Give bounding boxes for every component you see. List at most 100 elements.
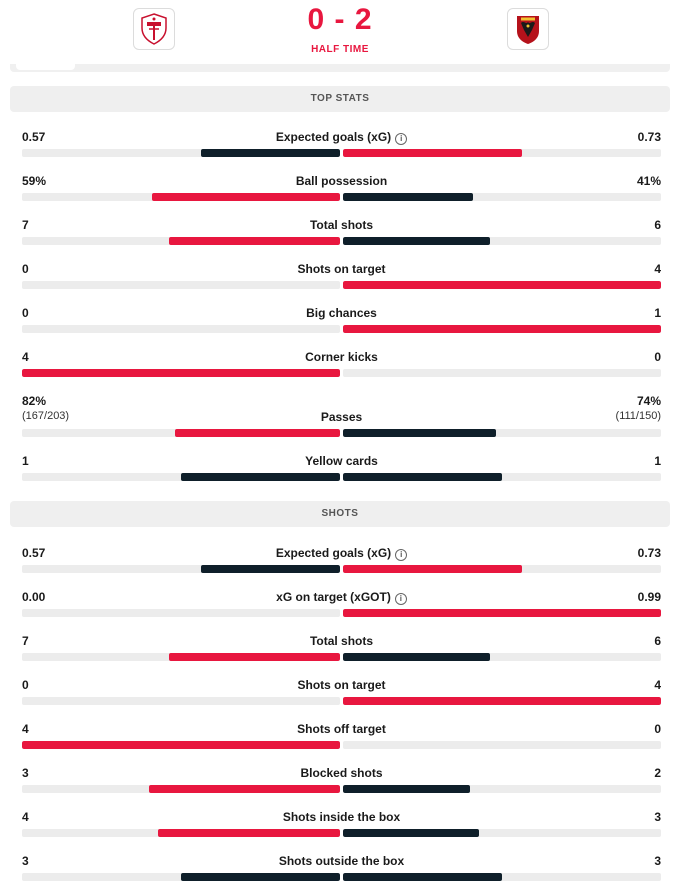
away-bar-fill xyxy=(343,565,522,573)
stat-home-value: 4 xyxy=(22,722,29,736)
stat-label: Shots on target xyxy=(22,262,661,276)
zamalek-crest-icon xyxy=(141,13,167,45)
away-bar-fill xyxy=(343,653,490,661)
section-header-shots: SHOTS xyxy=(10,501,670,527)
stat-home-value: 0.00 xyxy=(22,590,46,604)
stat-label: xG on target (xGOT) i xyxy=(22,590,661,605)
info-icon[interactable]: i xyxy=(395,133,408,145)
away-bar-fill xyxy=(343,237,490,245)
away-bar-track xyxy=(343,429,661,437)
info-icon[interactable]: i xyxy=(394,593,407,605)
stat-home-detail: (167/203) xyxy=(22,410,70,422)
home-bar-track xyxy=(22,149,340,157)
stat-label: Corner kicks xyxy=(22,350,661,364)
home-bar-fill xyxy=(22,741,340,749)
stat-home-value: 0 xyxy=(22,306,29,320)
stat-label-text: Shots inside the box xyxy=(282,810,401,824)
away-bar-fill xyxy=(343,325,661,333)
away-bar-track xyxy=(343,697,661,705)
away-bar-track xyxy=(343,193,661,201)
home-bar-fill xyxy=(174,429,340,437)
stat-home-value: 4 xyxy=(22,350,29,364)
away-bar-track xyxy=(343,785,661,793)
stat-home-value: 3 xyxy=(22,854,29,868)
stat-label: Blocked shots xyxy=(22,766,661,780)
stat-label: Yellow cards xyxy=(22,454,661,468)
away-bar-fill xyxy=(343,193,474,201)
stat-row: 0.57 Expected goals (xG) i 0.73 xyxy=(22,130,661,174)
stat-row: 7 Total shots 6 xyxy=(22,634,661,678)
home-bar-track xyxy=(22,697,340,705)
stat-row: 0 Shots on target 4 xyxy=(22,678,661,722)
stat-away-value: 4 xyxy=(654,262,661,276)
stat-away-value: 6 xyxy=(654,218,661,232)
home-bar-track xyxy=(22,741,340,749)
stat-label-text: Blocked shots xyxy=(300,766,383,780)
stat-row: 0 Big chances 1 xyxy=(22,306,661,350)
away-bar-track xyxy=(343,237,661,245)
stat-label: Expected goals (xG) i xyxy=(22,546,661,561)
stat-label-text: Expected goals (xG) xyxy=(275,546,392,560)
stat-home-value: 7 xyxy=(22,218,29,232)
away-bar-fill xyxy=(343,473,502,481)
home-bar-track xyxy=(22,281,340,289)
stat-away-value: 0 xyxy=(654,350,661,364)
home-bar-track xyxy=(22,369,340,377)
stat-label: Ball possession xyxy=(22,174,661,188)
home-bar-fill xyxy=(181,473,340,481)
stat-row: 1 Yellow cards 1 xyxy=(22,454,661,498)
section-header-top-stats: TOP STATS xyxy=(10,86,670,112)
home-bar-track xyxy=(22,609,340,617)
stat-row: 3 Blocked shots 2 xyxy=(22,766,661,810)
stat-label-text: Shots off target xyxy=(297,722,386,736)
stat-home-value: 4 xyxy=(22,810,29,824)
stat-label-text: Total shots xyxy=(309,218,374,232)
home-team-crest[interactable] xyxy=(133,8,175,50)
stat-away-value: 1 xyxy=(654,454,661,468)
stat-row: 3 Shots outside the box 3 xyxy=(22,854,661,895)
stat-home-value: 59% xyxy=(22,174,47,188)
stat-home-value: 0 xyxy=(22,262,29,276)
home-bar-fill xyxy=(158,829,340,837)
home-bar-fill xyxy=(152,193,340,201)
away-team-crest[interactable] xyxy=(507,8,549,50)
match-header: 0 - 2 HALF TIME xyxy=(0,0,680,64)
home-bar-track xyxy=(22,565,340,573)
stat-away-value: 0.99 xyxy=(637,590,661,604)
info-icon[interactable]: i xyxy=(395,549,408,561)
stat-home-value: 0 xyxy=(22,678,29,692)
stat-away-value: 6 xyxy=(654,634,661,648)
away-bar-track xyxy=(343,473,661,481)
stat-away-value: 3 xyxy=(654,854,661,868)
stat-label-text: Shots on target xyxy=(297,262,386,276)
away-bar-fill xyxy=(343,149,522,157)
stat-away-value: 3 xyxy=(654,810,661,824)
away-bar-fill xyxy=(343,281,661,289)
stat-away-detail: (111/150) xyxy=(615,410,661,422)
away-bar-fill xyxy=(343,829,480,837)
home-bar-fill xyxy=(200,149,340,157)
home-bar-fill xyxy=(181,873,340,881)
stat-home-value: 1 xyxy=(22,454,29,468)
stat-away-value: 2 xyxy=(654,766,661,780)
stat-row: 0.00 xG on target (xGOT) i 0.99 xyxy=(22,590,661,634)
stat-label-text: Shots on target xyxy=(297,678,386,692)
stat-label-text: xG on target (xGOT) xyxy=(276,590,391,604)
away-bar-track xyxy=(343,741,661,749)
stat-away-value: 4 xyxy=(654,678,661,692)
away-bar-fill xyxy=(343,785,471,793)
stat-row: 0 Shots on target 4 xyxy=(22,262,661,306)
away-bar-fill xyxy=(343,697,661,705)
home-bar-fill xyxy=(200,565,340,573)
home-bar-track xyxy=(22,237,340,245)
away-bar-fill xyxy=(343,873,502,881)
stat-label-text: Total shots xyxy=(309,634,374,648)
away-bar-track xyxy=(343,325,661,333)
stat-home-value: 3 xyxy=(22,766,29,780)
stat-label: Shots off target xyxy=(22,722,661,736)
stat-label: Total shots xyxy=(22,634,661,648)
stat-home-value: 7 xyxy=(22,634,29,648)
away-bar-track xyxy=(343,369,661,377)
stat-label-text: Corner kicks xyxy=(305,350,378,364)
match-status: HALF TIME xyxy=(311,44,369,55)
